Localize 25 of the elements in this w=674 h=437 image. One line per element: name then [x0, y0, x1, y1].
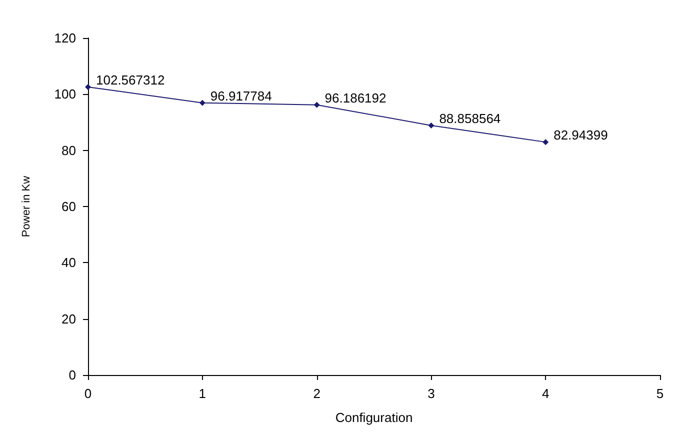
x-tick-label: 5 — [656, 386, 664, 401]
x-tick-label: 4 — [542, 386, 550, 401]
point — [199, 100, 206, 106]
y-tick-label: 100 — [54, 86, 76, 102]
y-tick-label: 120 — [54, 30, 76, 46]
y-axis-title: Power in Kw — [20, 176, 32, 238]
x-tick-label: 1 — [198, 386, 206, 401]
y-tick-label: 80 — [62, 142, 76, 158]
data-label: 88.858564 — [439, 110, 501, 126]
point — [85, 84, 91, 90]
data-label: 96.917784 — [210, 88, 272, 104]
x-tick-label: 2 — [313, 386, 320, 401]
data-label: 82.94399 — [554, 128, 608, 143]
x-axis-title: Configuration — [335, 410, 413, 425]
y-tick-label: 20 — [62, 311, 76, 326]
point — [428, 122, 434, 128]
y-tick-label: 60 — [62, 199, 76, 214]
data-label: 102.567312 — [96, 72, 165, 88]
point — [314, 102, 320, 108]
point — [542, 139, 549, 146]
x-tick-label: 3 — [428, 386, 435, 401]
y-tick-label: 0 — [68, 368, 76, 382]
x-tick-label: 0 — [84, 386, 92, 401]
y-tick-label: 40 — [62, 255, 76, 270]
data-label: 96.186192 — [324, 90, 386, 106]
